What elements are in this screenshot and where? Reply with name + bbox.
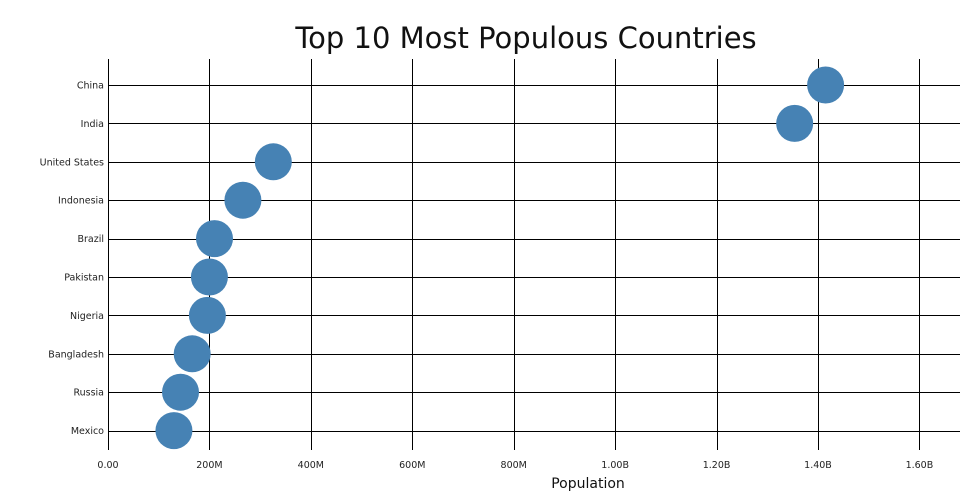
x-axis-label: Population xyxy=(551,476,625,492)
x-tick-label: 200M xyxy=(196,460,222,471)
y-tick-label: Bangladesh xyxy=(48,349,104,360)
x-tick-label: 1.40B xyxy=(804,460,832,471)
y-tick-label: India xyxy=(81,119,104,130)
data-point xyxy=(188,296,226,334)
data-points xyxy=(155,66,845,450)
data-point xyxy=(190,258,228,296)
data-point xyxy=(807,66,845,104)
x-tick-label: 600M xyxy=(399,460,425,471)
data-point xyxy=(155,412,193,450)
data-point xyxy=(776,104,814,142)
y-tick-label: Indonesia xyxy=(58,196,104,207)
chart-title: Top 10 Most Populous Countries xyxy=(294,21,756,55)
y-tick-label: United States xyxy=(40,157,104,168)
gridlines xyxy=(108,59,960,450)
data-point xyxy=(162,373,200,411)
y-tick-label: Nigeria xyxy=(70,311,104,322)
y-tick-label: Pakistan xyxy=(64,273,104,284)
x-tick-label: 400M xyxy=(298,460,324,471)
data-point xyxy=(254,143,292,181)
data-point xyxy=(173,335,211,373)
x-tick-label: 1.20B xyxy=(703,460,731,471)
data-point xyxy=(196,220,233,258)
y-axis-tick-labels: China India United States Indonesia Brazil Pa… xyxy=(40,81,105,438)
y-tick-label: Brazil xyxy=(77,234,104,245)
x-tick-label: 0.00 xyxy=(97,460,118,471)
x-tick-label: 1.60B xyxy=(906,460,934,471)
x-tick-label: 800M xyxy=(501,460,527,471)
x-tick-label: 1.00B xyxy=(601,460,629,471)
y-tick-label: Russia xyxy=(73,388,104,399)
x-axis-tick-labels: 0.00 200M 400M 600M 800M 1.00B 1.20B 1.40B 1.60B xyxy=(97,460,933,471)
y-tick-label: China xyxy=(77,81,104,92)
y-tick-label: Mexico xyxy=(71,426,104,437)
data-point xyxy=(224,181,262,219)
